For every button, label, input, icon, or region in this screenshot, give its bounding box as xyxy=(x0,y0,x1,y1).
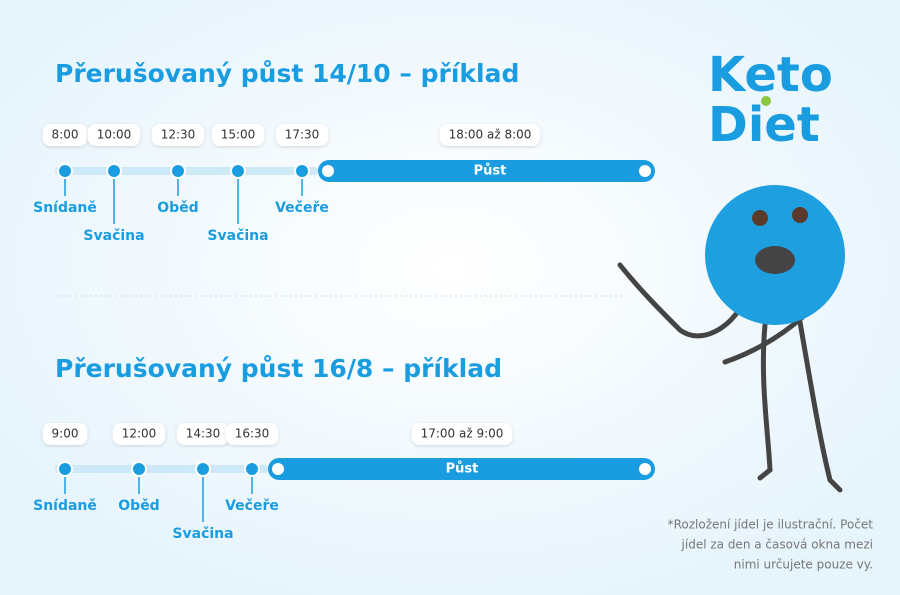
fast-end xyxy=(639,165,651,177)
time-bubble xyxy=(87,124,141,146)
time-label: 9:00 xyxy=(52,427,79,441)
time-label: 8:00 xyxy=(52,128,79,142)
time-bubble xyxy=(42,423,88,445)
fast-bar xyxy=(318,160,655,182)
time-bubble xyxy=(176,423,230,445)
fast-end xyxy=(639,463,651,475)
meal-dot xyxy=(57,163,73,179)
time-label: 10:00 xyxy=(97,128,132,142)
meal-label: Oběd xyxy=(157,200,198,216)
time-bubble xyxy=(225,423,279,445)
logo-line1: Keto xyxy=(708,47,833,103)
footnote: nimi určujete pouze vy. xyxy=(734,558,873,572)
timeline-track xyxy=(55,465,268,473)
mascot-eye xyxy=(792,207,808,223)
footnote: jídel za den a časová okna mezi xyxy=(681,538,873,552)
logo-dot xyxy=(761,96,771,106)
meal-label: Snídaně xyxy=(33,200,97,216)
time-label: 12:00 xyxy=(122,427,157,441)
meal-dot xyxy=(195,461,211,477)
time-label: 18:00 až 8:00 xyxy=(449,128,532,142)
time-label: 14:30 xyxy=(186,427,221,441)
timeline-track xyxy=(55,167,318,175)
fast-end xyxy=(322,165,334,177)
meal-dot xyxy=(170,163,186,179)
meal-label: Svačina xyxy=(172,526,233,542)
fast-bar xyxy=(268,458,655,480)
meal-label: Večeře xyxy=(275,200,329,216)
meal-label: Svačina xyxy=(207,228,268,244)
fast-label: Půst xyxy=(446,462,479,477)
time-bubble xyxy=(112,423,166,445)
meal-dot xyxy=(106,163,122,179)
meal-label: Snídaně xyxy=(33,498,97,514)
meal-dot xyxy=(131,461,147,477)
meal-dot xyxy=(230,163,246,179)
logo-line2: Diet xyxy=(708,97,820,153)
meal-label: Svačina xyxy=(83,228,144,244)
meal-dot xyxy=(57,461,73,477)
meal-dot xyxy=(294,163,310,179)
fast-label: Půst xyxy=(474,164,507,179)
time-bubble xyxy=(439,124,541,146)
time-label: 17:30 xyxy=(285,128,320,142)
meal-label: Oběd xyxy=(118,498,159,514)
time-bubble xyxy=(151,124,205,146)
time-bubble xyxy=(211,124,265,146)
meal-label: Večeře xyxy=(225,498,279,514)
section-title: Přerušovaný půst 16/8 – příklad xyxy=(55,354,502,383)
fast-end xyxy=(272,463,284,475)
meal-dot xyxy=(244,461,260,477)
time-label: 15:00 xyxy=(221,128,256,142)
time-bubble xyxy=(411,423,513,445)
time-bubble xyxy=(42,124,88,146)
mascot-mouth xyxy=(755,246,795,274)
section-title: Přerušovaný půst 14/10 – příklad xyxy=(55,59,519,88)
time-label: 16:30 xyxy=(235,427,270,441)
time-label: 17:00 až 9:00 xyxy=(421,427,504,441)
mascot-eye xyxy=(752,210,768,226)
footnote: *Rozložení jídel je ilustrační. Počet xyxy=(668,518,874,532)
time-bubble xyxy=(275,124,329,146)
mascot xyxy=(617,262,843,493)
time-label: 12:30 xyxy=(161,128,196,142)
